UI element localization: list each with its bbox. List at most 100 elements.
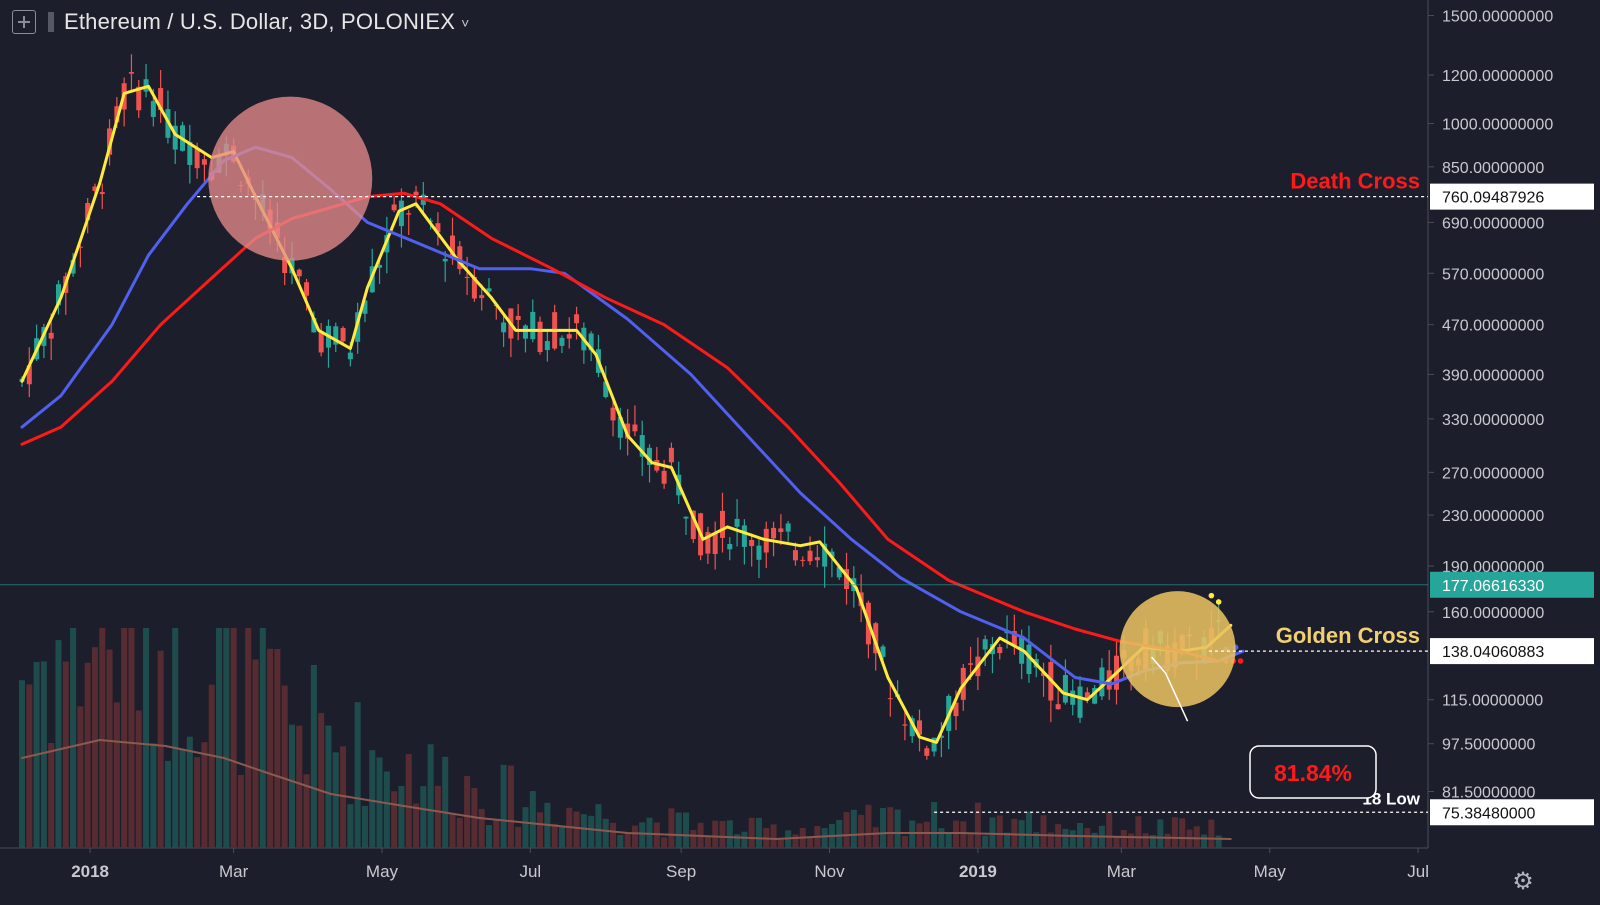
volume-bar <box>974 802 981 848</box>
volume-bar <box>683 812 690 848</box>
volume-bar <box>1215 835 1222 848</box>
volume-bar <box>252 659 259 848</box>
candle-body <box>639 435 645 457</box>
candle-body <box>92 186 98 191</box>
volume-bar <box>449 813 456 848</box>
volume-bar <box>318 712 325 848</box>
volume-bar <box>989 817 996 848</box>
volume-bar <box>113 702 120 848</box>
candle-body <box>537 321 543 353</box>
volume-bar <box>734 834 741 848</box>
candle-body <box>931 737 937 752</box>
candle-body <box>194 148 200 169</box>
candle-body <box>501 322 507 333</box>
projection-dot <box>1237 658 1244 664</box>
y-tick-label: 1000.00000000 <box>1442 117 1553 134</box>
plus-square-icon[interactable] <box>12 10 36 34</box>
chart-title[interactable]: Ethereum / U.S. Dollar, 3D, POLONIEX <box>64 9 456 34</box>
x-tick-label: 2019 <box>959 862 997 881</box>
volume-bar <box>281 685 288 848</box>
volume-bar <box>573 811 580 848</box>
volume-bars <box>19 628 1222 848</box>
volume-bar <box>143 628 150 848</box>
volume-bar <box>894 809 901 848</box>
candle-body <box>333 326 339 345</box>
volume-bar <box>741 831 748 848</box>
candle-body <box>778 528 784 532</box>
candles <box>19 54 1222 760</box>
candle-body <box>924 748 930 756</box>
volume-bar <box>982 835 989 848</box>
candle-body <box>822 543 828 567</box>
candle-body <box>99 192 105 195</box>
volume-bar <box>420 786 427 848</box>
candle-body <box>566 334 572 339</box>
candle-body <box>544 340 550 351</box>
candle-body <box>916 720 922 735</box>
volume-bar <box>201 742 208 848</box>
candle-body <box>398 200 404 227</box>
volume-bar <box>537 812 544 848</box>
candle-body <box>632 424 638 432</box>
volume-bar <box>588 815 595 848</box>
volume-bar <box>836 820 843 848</box>
volume-bar <box>880 808 887 848</box>
y-tick-label: 115.00000000 <box>1442 693 1543 710</box>
divider-icon <box>44 10 54 34</box>
moving-average-line-1 <box>20 145 1245 686</box>
volume-bar <box>610 822 617 848</box>
candle-body <box>1026 644 1032 675</box>
volume-bar <box>121 628 128 848</box>
volume-bar <box>1179 818 1186 848</box>
candle-body <box>953 702 959 717</box>
volume-bar <box>332 752 339 848</box>
candle-body <box>530 311 536 340</box>
x-tick-label: May <box>366 862 399 881</box>
candle-body <box>318 331 324 353</box>
volume-ma-line <box>21 739 1232 840</box>
volume-bar <box>84 662 91 848</box>
marker-label: Death Cross <box>1290 169 1420 194</box>
volume-bar <box>347 804 354 848</box>
projection-dot <box>1208 592 1215 599</box>
candle-body <box>1011 631 1017 646</box>
volume-bar <box>493 819 500 848</box>
y-tick-label: 160.00000000 <box>1442 605 1544 622</box>
volume-bar <box>551 823 558 848</box>
candle-body <box>450 235 456 256</box>
volume-bar <box>602 818 609 848</box>
volume-bar <box>901 835 908 848</box>
candle-body <box>836 567 842 578</box>
gear-icon[interactable]: ⚙ <box>1512 867 1534 895</box>
x-tick-label: Jul <box>1407 862 1429 881</box>
candle-body <box>304 282 310 296</box>
chart-header: Ethereum / U.S. Dollar, 3D, POLONIEX ˅ <box>0 0 469 44</box>
volume-bar <box>456 817 463 848</box>
volume-bar <box>1164 833 1171 848</box>
death-cross-circle <box>208 96 373 261</box>
volume-bar <box>369 750 376 848</box>
x-tick-label: Nov <box>814 862 845 881</box>
candle-body <box>756 545 762 560</box>
volume-bar <box>405 754 412 848</box>
candle-body <box>1077 686 1083 718</box>
candle-body <box>574 314 580 324</box>
candle-body <box>55 284 61 306</box>
volume-bar <box>208 684 215 848</box>
volume-bar <box>398 786 405 848</box>
volume-bar <box>274 649 281 848</box>
chevron-down-icon[interactable]: ˅ <box>461 15 470 31</box>
volume-bar <box>186 736 193 848</box>
volume-bar <box>967 832 974 848</box>
y-tick-label: 570.00000000 <box>1442 266 1544 283</box>
volume-bar <box>340 746 347 848</box>
x-tick-label: 2018 <box>71 862 109 881</box>
volume-bar <box>639 822 646 848</box>
candle-body <box>85 202 91 221</box>
callout-pointer <box>1151 656 1189 722</box>
candle-body <box>1062 675 1068 703</box>
candle-body <box>719 510 725 538</box>
candle-body <box>880 646 886 657</box>
volume-bar <box>259 628 266 848</box>
